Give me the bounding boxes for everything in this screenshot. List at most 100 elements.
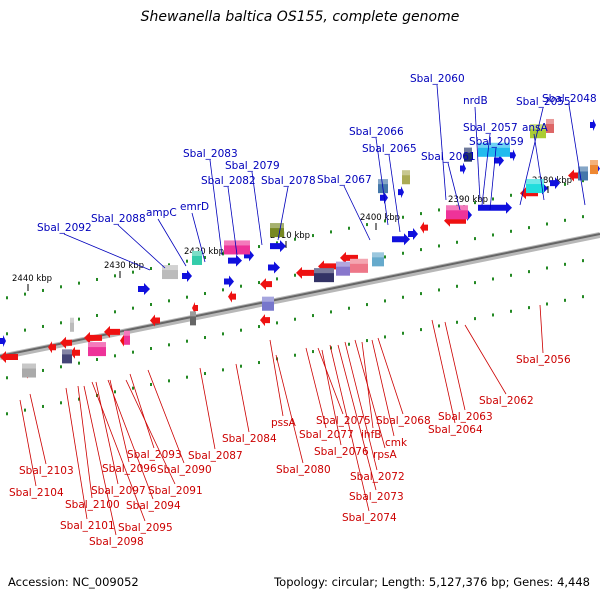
upper-leader-lines bbox=[63, 84, 586, 271]
track-dot bbox=[330, 230, 332, 234]
gene-block-highlight bbox=[88, 342, 106, 348]
upper-gene-label: Sbal_2067 bbox=[317, 174, 372, 186]
track-dot bbox=[168, 379, 170, 383]
track-dot bbox=[456, 240, 458, 244]
forward-gene-arrow bbox=[270, 240, 286, 253]
track-dot bbox=[222, 252, 224, 256]
upper-gene-label: Sbal_2059 bbox=[469, 136, 524, 148]
track-dot bbox=[492, 197, 494, 201]
track-dot bbox=[330, 310, 332, 314]
upper-gene-label: Sbal_2066 bbox=[349, 126, 404, 138]
track-dot bbox=[186, 339, 188, 343]
track-dot bbox=[114, 274, 116, 278]
lower-gene-label: Sbal_2104 bbox=[9, 487, 64, 499]
track-dot bbox=[186, 259, 188, 263]
gene-block-highlight bbox=[372, 252, 384, 258]
lower-gene-label: Sbal_2097 bbox=[91, 485, 146, 497]
gene-block bbox=[350, 258, 368, 273]
lower-gene-label: Sbal_2077 bbox=[299, 429, 354, 441]
lower-leader-line bbox=[91, 381, 146, 522]
lower-gene-label: Sbal_2090 bbox=[157, 464, 212, 476]
track-dot bbox=[384, 255, 386, 259]
lower-gene-label: Sbal_2091 bbox=[148, 485, 203, 497]
lower-leader-line bbox=[431, 319, 456, 424]
track-dot bbox=[204, 336, 206, 340]
lower-gene-label: Sbal_2095 bbox=[118, 522, 173, 534]
track-dot bbox=[438, 288, 440, 292]
reverse-gene-arrow bbox=[70, 346, 80, 359]
track-dot bbox=[222, 288, 224, 292]
track-dot bbox=[258, 361, 260, 365]
gene-block-highlight bbox=[22, 363, 36, 369]
forward-gene-arrow bbox=[398, 186, 404, 199]
track-dot bbox=[24, 408, 26, 412]
track-dot bbox=[402, 215, 404, 219]
track-dot bbox=[474, 317, 476, 321]
gene-block bbox=[192, 250, 202, 265]
track-dot bbox=[438, 208, 440, 212]
gene-block bbox=[88, 342, 106, 357]
track-dot bbox=[150, 267, 152, 270]
gene-block-highlight bbox=[70, 317, 74, 323]
track-dot bbox=[204, 292, 206, 296]
track-dot bbox=[276, 277, 278, 281]
lower-gene-label: ihfB bbox=[361, 429, 381, 441]
track-dot bbox=[546, 266, 548, 270]
track-dot bbox=[456, 284, 458, 288]
lower-leader-line bbox=[371, 339, 395, 437]
upper-gene-label: Sbal_2061 bbox=[421, 151, 476, 163]
track-dot bbox=[6, 376, 8, 380]
lower-leader-line bbox=[321, 349, 342, 446]
lower-gene-label: Sbal_2103 bbox=[19, 465, 74, 477]
lower-leader-line bbox=[344, 341, 378, 471]
upper-leader-line bbox=[375, 137, 389, 226]
track-dot bbox=[78, 281, 80, 285]
gene-block-highlight bbox=[546, 118, 554, 124]
track-dot bbox=[60, 321, 62, 325]
accession-text: Accession: NC_009052 bbox=[8, 575, 139, 589]
track-dot bbox=[474, 281, 476, 285]
track-dot bbox=[258, 245, 260, 249]
track-dot bbox=[276, 321, 278, 325]
gene-block bbox=[402, 170, 410, 185]
lower-gene-label: Sbal_2098 bbox=[89, 536, 144, 548]
forward-gene-arrow bbox=[182, 269, 192, 282]
track-dot bbox=[186, 375, 188, 379]
reverse-gene-arrow bbox=[420, 221, 428, 234]
kbp-tick-label: 2390 kbp bbox=[448, 195, 488, 205]
upper-leader-line bbox=[533, 133, 545, 201]
track-dot bbox=[294, 353, 296, 357]
track-dot bbox=[78, 317, 80, 321]
lower-leader-line bbox=[317, 347, 344, 415]
gene-block-highlight bbox=[270, 223, 284, 229]
track-dot bbox=[420, 292, 422, 296]
reverse-gene-arrow bbox=[60, 336, 72, 349]
lower-leader-line bbox=[305, 347, 327, 429]
upper-leader-line bbox=[447, 162, 461, 211]
track-dot bbox=[546, 302, 548, 306]
upper-gene-label: ansA bbox=[522, 122, 549, 134]
reverse-gene-arrow bbox=[0, 351, 18, 363]
upper-leader-line bbox=[481, 133, 491, 206]
track-dot bbox=[150, 303, 152, 306]
upper-leader-line bbox=[63, 233, 151, 271]
forward-gene-arrow bbox=[510, 149, 516, 162]
gene-block-highlight bbox=[378, 179, 388, 185]
upper-gene-label: Sbal_2082 bbox=[201, 175, 256, 187]
lower-leader-line bbox=[444, 321, 466, 411]
track-dot bbox=[78, 397, 80, 401]
track-dot bbox=[474, 201, 476, 205]
upper-leader-line bbox=[251, 171, 263, 246]
track-dot bbox=[258, 281, 260, 285]
track-dot bbox=[132, 306, 134, 310]
upper-leader-line bbox=[519, 107, 544, 206]
track-dot bbox=[582, 295, 584, 299]
upper-leader-line bbox=[343, 185, 371, 241]
track-dot bbox=[402, 251, 404, 255]
track-dot bbox=[60, 365, 62, 369]
gene-block-highlight bbox=[190, 311, 196, 317]
lower-gene-label: Sbal_2100 bbox=[65, 499, 120, 511]
track-dot bbox=[510, 273, 512, 277]
forward-gene-arrow bbox=[550, 177, 560, 190]
